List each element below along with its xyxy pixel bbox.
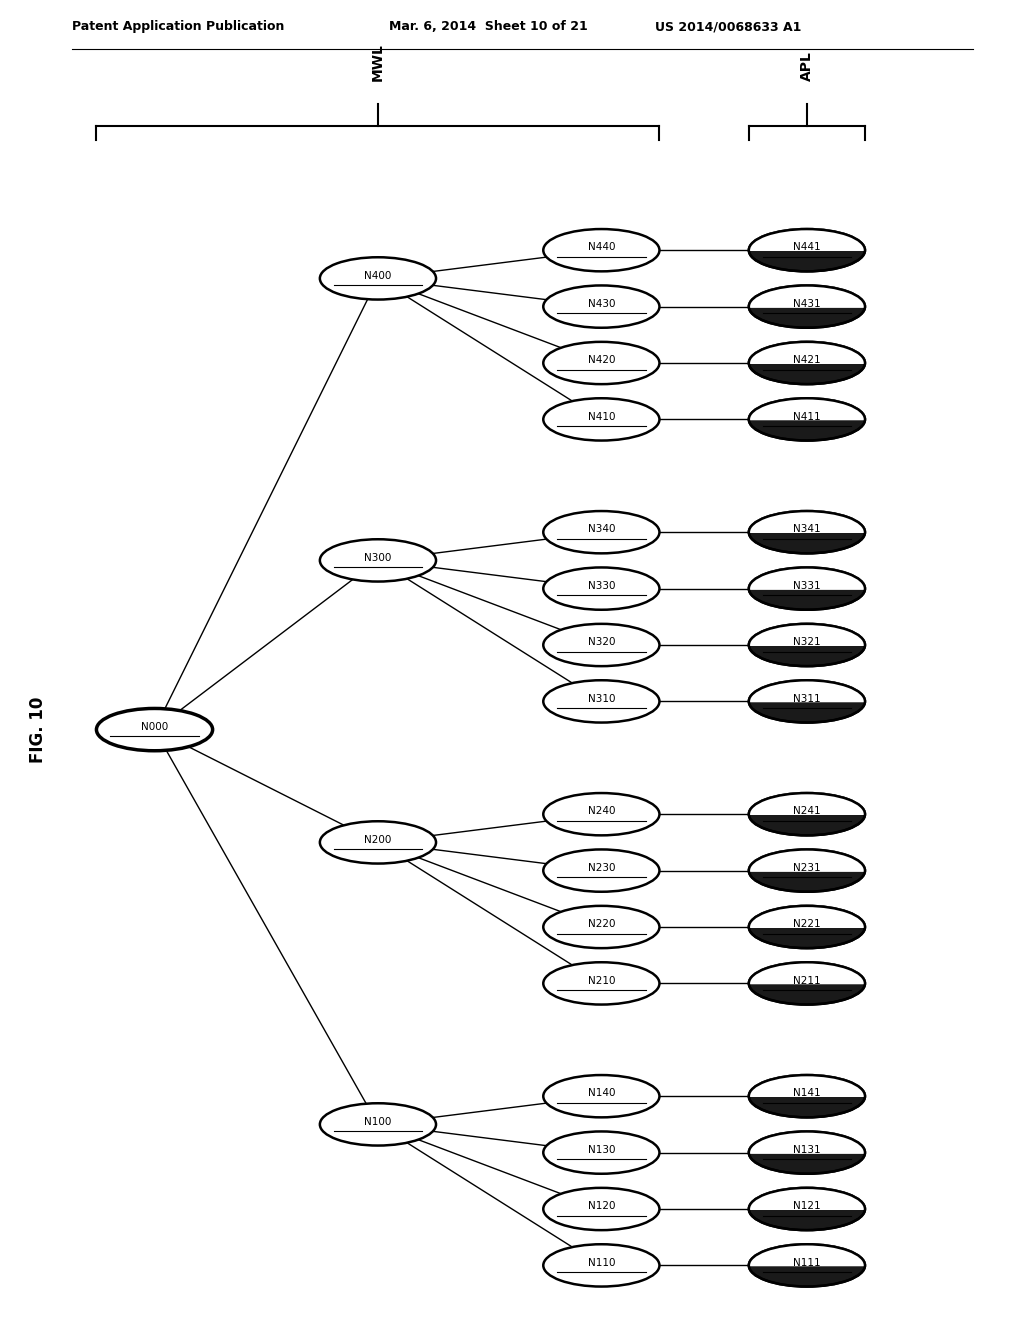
Polygon shape xyxy=(749,1074,865,1096)
Ellipse shape xyxy=(544,906,659,948)
Ellipse shape xyxy=(544,624,659,667)
Ellipse shape xyxy=(749,1131,865,1173)
Ellipse shape xyxy=(749,624,865,667)
Ellipse shape xyxy=(749,230,865,272)
Text: N100: N100 xyxy=(365,1117,391,1126)
Text: N221: N221 xyxy=(794,919,820,929)
Text: N400: N400 xyxy=(365,271,391,281)
Ellipse shape xyxy=(749,342,865,384)
Polygon shape xyxy=(749,1188,865,1209)
Text: APL: APL xyxy=(800,51,814,81)
Polygon shape xyxy=(749,624,865,645)
Text: US 2014/0068633 A1: US 2014/0068633 A1 xyxy=(655,20,802,33)
Text: N431: N431 xyxy=(794,298,820,309)
Polygon shape xyxy=(749,511,865,532)
Text: N440: N440 xyxy=(588,243,615,252)
Text: N130: N130 xyxy=(588,1144,615,1155)
Ellipse shape xyxy=(749,906,865,948)
Text: N300: N300 xyxy=(365,553,391,562)
Ellipse shape xyxy=(319,821,436,863)
Ellipse shape xyxy=(319,1104,436,1146)
Text: N241: N241 xyxy=(794,807,820,816)
Ellipse shape xyxy=(544,680,659,722)
Ellipse shape xyxy=(749,285,865,327)
Text: Mar. 6, 2014  Sheet 10 of 21: Mar. 6, 2014 Sheet 10 of 21 xyxy=(389,20,588,33)
Text: N330: N330 xyxy=(588,581,615,591)
Text: MWL: MWL xyxy=(371,44,385,81)
Text: N441: N441 xyxy=(794,243,820,252)
Ellipse shape xyxy=(319,540,436,582)
Polygon shape xyxy=(749,962,865,983)
Text: N340: N340 xyxy=(588,524,615,535)
Text: N231: N231 xyxy=(794,863,820,873)
Ellipse shape xyxy=(544,962,659,1005)
Ellipse shape xyxy=(749,1245,865,1287)
Ellipse shape xyxy=(544,1074,659,1117)
Ellipse shape xyxy=(749,511,865,553)
Polygon shape xyxy=(749,342,865,363)
Text: N121: N121 xyxy=(794,1201,820,1212)
Text: N110: N110 xyxy=(588,1258,615,1267)
Ellipse shape xyxy=(544,568,659,610)
Text: N410: N410 xyxy=(588,412,615,421)
Ellipse shape xyxy=(749,568,865,610)
Ellipse shape xyxy=(749,1074,865,1117)
Text: N311: N311 xyxy=(794,693,820,704)
Ellipse shape xyxy=(544,850,659,892)
Text: N141: N141 xyxy=(794,1089,820,1098)
Polygon shape xyxy=(749,850,865,871)
Text: N331: N331 xyxy=(794,581,820,591)
Ellipse shape xyxy=(544,1245,659,1287)
Ellipse shape xyxy=(749,680,865,722)
Ellipse shape xyxy=(749,850,865,892)
Polygon shape xyxy=(749,568,865,589)
Text: N421: N421 xyxy=(794,355,820,366)
Text: N220: N220 xyxy=(588,919,615,929)
Ellipse shape xyxy=(544,230,659,272)
Polygon shape xyxy=(749,285,865,306)
Text: N230: N230 xyxy=(588,863,615,873)
Text: N420: N420 xyxy=(588,355,615,366)
Text: N131: N131 xyxy=(794,1144,820,1155)
Text: N000: N000 xyxy=(141,722,168,731)
Text: N120: N120 xyxy=(588,1201,615,1212)
Text: N320: N320 xyxy=(588,638,615,647)
Ellipse shape xyxy=(96,709,213,751)
Ellipse shape xyxy=(544,342,659,384)
Text: N411: N411 xyxy=(794,412,820,421)
Text: N200: N200 xyxy=(365,834,391,845)
Ellipse shape xyxy=(749,399,865,441)
Polygon shape xyxy=(749,793,865,814)
Text: N240: N240 xyxy=(588,807,615,816)
Polygon shape xyxy=(749,230,865,251)
Text: N321: N321 xyxy=(794,638,820,647)
Text: N310: N310 xyxy=(588,693,615,704)
Text: N430: N430 xyxy=(588,298,615,309)
Text: FIG. 10: FIG. 10 xyxy=(30,697,47,763)
Ellipse shape xyxy=(749,793,865,836)
Polygon shape xyxy=(749,906,865,927)
Text: N210: N210 xyxy=(588,975,615,986)
Polygon shape xyxy=(749,1131,865,1152)
Text: N111: N111 xyxy=(794,1258,820,1267)
Ellipse shape xyxy=(544,793,659,836)
Text: N211: N211 xyxy=(794,975,820,986)
Ellipse shape xyxy=(749,962,865,1005)
Ellipse shape xyxy=(544,285,659,327)
Ellipse shape xyxy=(544,511,659,553)
Ellipse shape xyxy=(544,1131,659,1173)
Polygon shape xyxy=(749,680,865,701)
Ellipse shape xyxy=(749,1188,865,1230)
Text: N140: N140 xyxy=(588,1089,615,1098)
Polygon shape xyxy=(749,399,865,420)
Ellipse shape xyxy=(544,399,659,441)
Text: Patent Application Publication: Patent Application Publication xyxy=(72,20,284,33)
Polygon shape xyxy=(749,1245,865,1266)
Ellipse shape xyxy=(319,257,436,300)
Ellipse shape xyxy=(544,1188,659,1230)
Text: N341: N341 xyxy=(794,524,820,535)
